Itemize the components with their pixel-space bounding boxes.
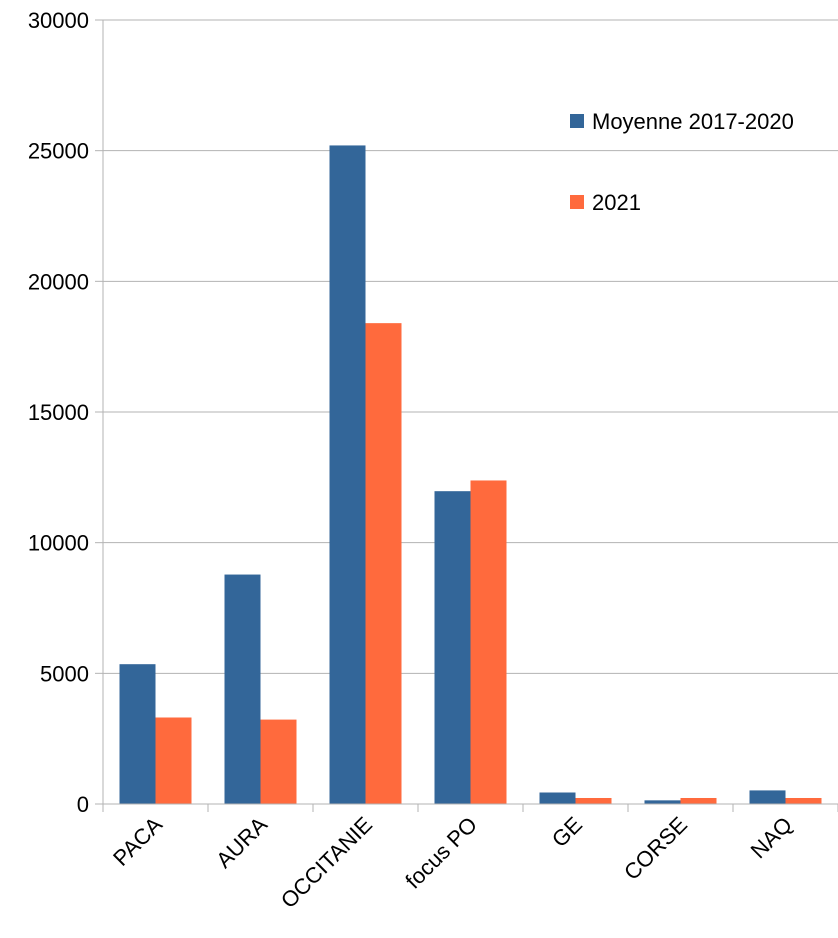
bar-2021-paca — [155, 717, 192, 804]
bar-moyenne-2017-2020-corse — [644, 800, 681, 804]
x-tick-label: GE — [547, 812, 587, 852]
y-tick-label: 15000 — [28, 400, 89, 425]
legend-swatch-2021 — [570, 195, 584, 209]
y-tick-label: 25000 — [28, 139, 89, 164]
legend-label-2021: 2021 — [592, 190, 641, 215]
bars — [119, 145, 822, 804]
legend: Moyenne 2017-2020 2021 — [570, 109, 794, 215]
y-tick-labels: 0 5000 10000 15000 20000 25000 30000 — [28, 8, 89, 817]
bar-moyenne-2017-2020-focus-po — [434, 491, 471, 804]
x-tick-label: OCCITANIE — [276, 812, 377, 913]
y-tick-label: 0 — [77, 792, 89, 817]
y-tick-label: 5000 — [40, 661, 89, 686]
x-tick-label: CORSE — [619, 812, 692, 885]
y-tick-label: 10000 — [28, 531, 89, 556]
x-axis — [102, 803, 838, 812]
bar-2021-aura — [260, 719, 297, 804]
x-tick-label: focus PO — [400, 812, 482, 894]
bar-moyenne-2017-2020-ge — [539, 792, 576, 804]
legend-label-moyenne: Moyenne 2017-2020 — [592, 109, 794, 134]
bar-moyenne-2017-2020-aura — [224, 574, 261, 804]
bar-moyenne-2017-2020-paca — [119, 664, 156, 804]
x-tick-label: PACA — [108, 812, 167, 871]
bar-2021-occitanie — [365, 323, 402, 804]
bar-2021-naq — [785, 797, 822, 804]
bar-moyenne-2017-2020-naq — [749, 790, 786, 804]
bar-2021-focus-po — [470, 480, 507, 804]
x-tick-label: AURA — [211, 812, 272, 873]
x-tick-labels: PACA AURA OCCITANIE focus PO GE CORSE NAQ — [108, 812, 797, 913]
bar-moyenne-2017-2020-occitanie — [329, 145, 366, 804]
legend-swatch-moyenne — [570, 114, 584, 128]
y-tick-label: 20000 — [28, 269, 89, 294]
bar-2021-ge — [575, 797, 612, 804]
y-tick-label: 30000 — [28, 8, 89, 33]
x-tick-label: NAQ — [746, 812, 797, 863]
bar-2021-corse — [680, 797, 717, 804]
